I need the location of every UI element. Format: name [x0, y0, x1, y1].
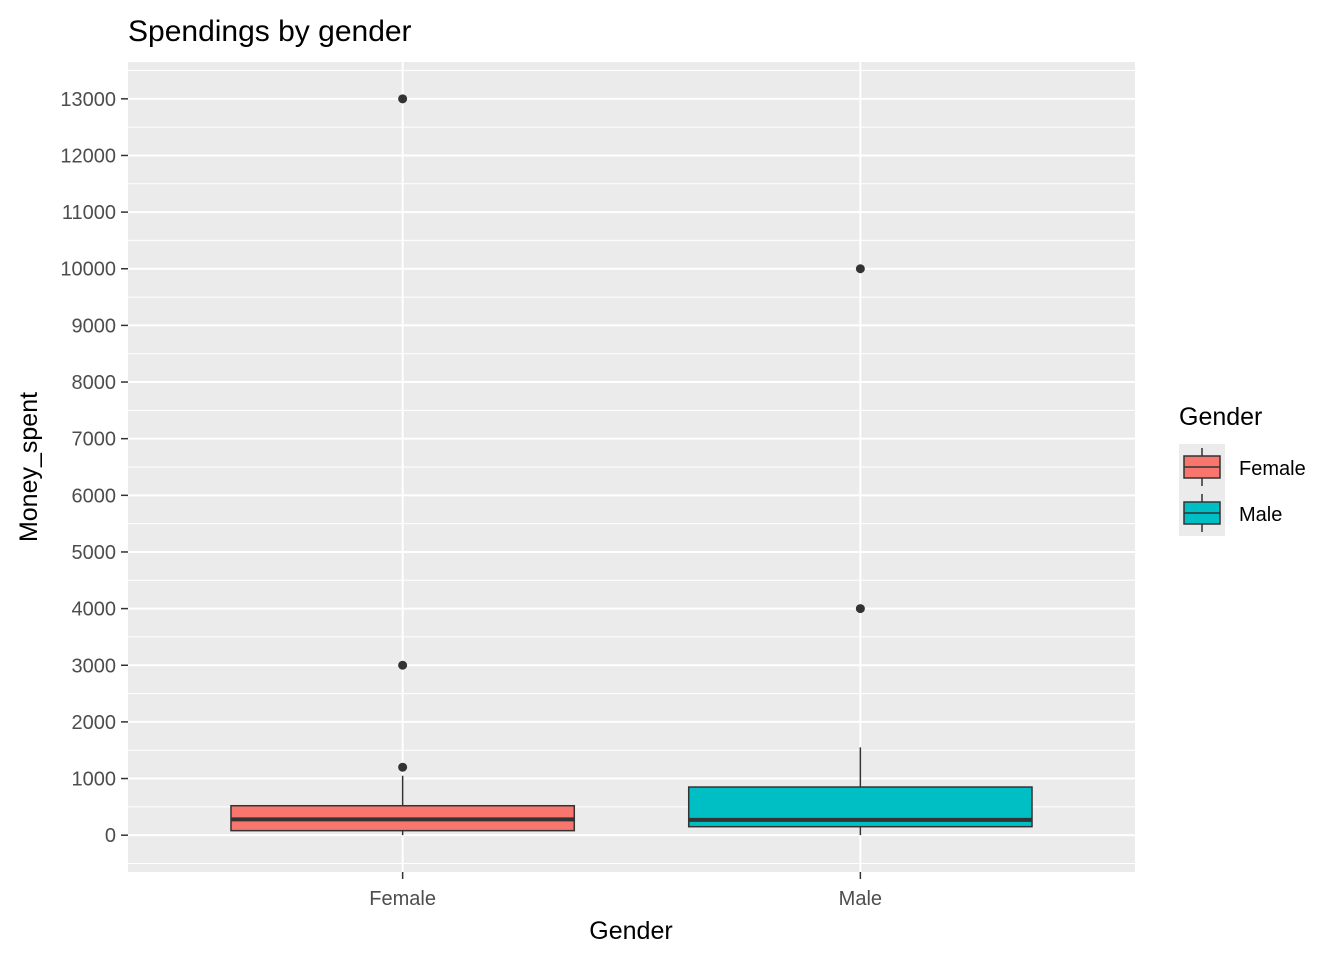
legend-title: Gender [1179, 403, 1262, 431]
box-series [230, 94, 1033, 836]
major-gridlines [128, 62, 1135, 872]
y-axis: 0 1000 2000 3000 4000 5000 6000 7000 8000 9000 100… [60, 89, 128, 847]
legend-label: Male [1239, 504, 1282, 526]
y-tick-label: 4000 [72, 599, 117, 621]
x-tick-label: Male [839, 888, 882, 910]
outlier-point [398, 762, 408, 772]
y-tick-label: 6000 [72, 485, 117, 507]
x-axis: Female Male [369, 872, 882, 910]
legend: Gender Female Male [1179, 403, 1306, 536]
x-tick-label: Female [369, 888, 436, 910]
y-tick-label: 10000 [60, 259, 116, 281]
y-tick-label: 3000 [72, 655, 117, 677]
y-tick-label: 8000 [72, 372, 117, 394]
legend-key-female: Female [1179, 444, 1306, 490]
box-male [687, 264, 1033, 836]
y-tick-label: 5000 [72, 542, 117, 564]
y-tick-label: 12000 [60, 145, 116, 167]
outlier-point [398, 660, 408, 670]
y-tick-label: 0 [105, 825, 116, 847]
minor-gridlines [128, 69, 1135, 865]
y-tick-label: 11000 [62, 202, 116, 224]
legend-label: Female [1239, 458, 1306, 480]
outlier-point [855, 604, 865, 614]
box-female [230, 94, 576, 836]
y-tick-label: 7000 [72, 429, 117, 451]
y-tick-label: 9000 [72, 315, 117, 337]
y-tick-label: 2000 [72, 712, 117, 734]
outlier-point [398, 94, 408, 104]
y-tick-label: 13000 [60, 89, 116, 111]
x-axis-title: Gender [589, 917, 672, 945]
y-axis-title: Money_spent [15, 392, 43, 542]
chart-title: Spendings by gender [128, 15, 412, 48]
outlier-point [855, 264, 865, 274]
y-tick-label: 1000 [72, 769, 117, 791]
legend-key-male: Male [1179, 490, 1282, 536]
